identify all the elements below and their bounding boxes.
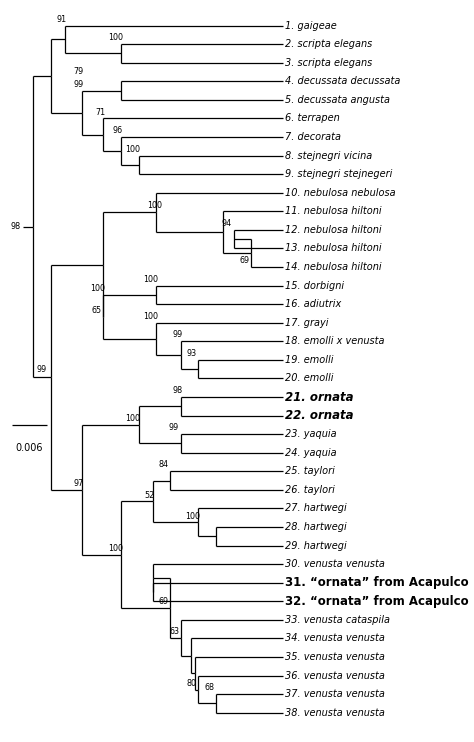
Text: 99: 99 [37, 366, 47, 375]
Text: 100: 100 [90, 284, 105, 293]
Text: 63: 63 [169, 627, 179, 636]
Text: 69: 69 [239, 256, 249, 265]
Text: 14. nebulosa hiltoni: 14. nebulosa hiltoni [285, 262, 382, 272]
Text: 5. decussata angusta: 5. decussata angusta [285, 95, 390, 105]
Text: 99: 99 [169, 423, 179, 433]
Text: 2. scripta elegans: 2. scripta elegans [285, 39, 372, 49]
Text: 80: 80 [187, 679, 197, 688]
Text: 100: 100 [108, 33, 123, 42]
Text: 29. hartwegi: 29. hartwegi [285, 541, 346, 551]
Text: 100: 100 [126, 414, 140, 423]
Text: 31. “ornata” from Acapulco: 31. “ornata” from Acapulco [285, 577, 468, 589]
Text: 100: 100 [143, 312, 158, 321]
Text: 16. adiutrix: 16. adiutrix [285, 299, 341, 309]
Text: 20. emolli: 20. emolli [285, 373, 333, 384]
Text: 99: 99 [173, 330, 182, 339]
Text: 68: 68 [204, 683, 214, 692]
Text: 84: 84 [159, 461, 169, 470]
Text: 10. nebulosa nebulosa: 10. nebulosa nebulosa [285, 188, 395, 197]
Text: 4. decussata decussata: 4. decussata decussata [285, 76, 400, 86]
Text: 26. taylori: 26. taylori [285, 485, 335, 495]
Text: 99: 99 [74, 79, 84, 89]
Text: 96: 96 [113, 126, 123, 135]
Text: 35. venusta venusta: 35. venusta venusta [285, 652, 384, 662]
Text: 94: 94 [222, 219, 232, 228]
Text: 71: 71 [95, 108, 105, 116]
Text: 27. hartwegi: 27. hartwegi [285, 503, 346, 513]
Text: 8. stejnegri vicina: 8. stejnegri vicina [285, 151, 372, 160]
Text: 15. dorbigni: 15. dorbigni [285, 280, 344, 291]
Text: 23. yaquia: 23. yaquia [285, 429, 337, 439]
Text: 17. grayi: 17. grayi [285, 318, 328, 328]
Text: 79: 79 [74, 67, 84, 76]
Text: 9. stejnegri stejnegeri: 9. stejnegri stejnegeri [285, 169, 392, 179]
Text: 24. yaquia: 24. yaquia [285, 447, 337, 458]
Text: 1. gaigeae: 1. gaigeae [285, 21, 337, 30]
Text: 18. emolli x venusta: 18. emolli x venusta [285, 336, 384, 347]
Text: 69: 69 [158, 597, 169, 606]
Text: 0.006: 0.006 [16, 444, 43, 453]
Text: 91: 91 [56, 15, 66, 24]
Text: 25. taylori: 25. taylori [285, 466, 335, 476]
Text: 98: 98 [10, 222, 21, 231]
Text: 3. scripta elegans: 3. scripta elegans [285, 58, 372, 68]
Text: 100: 100 [185, 511, 200, 521]
Text: 12. nebulosa hiltoni: 12. nebulosa hiltoni [285, 225, 382, 234]
Text: 19. emolli: 19. emolli [285, 355, 333, 365]
Text: 33. venusta cataspila: 33. venusta cataspila [285, 615, 390, 625]
Text: 28. hartwegi: 28. hartwegi [285, 522, 346, 532]
Text: 100: 100 [147, 200, 162, 210]
Text: 100: 100 [143, 275, 158, 283]
Text: 11. nebulosa hiltoni: 11. nebulosa hiltoni [285, 206, 382, 216]
Text: 32. “ornata” from Acapulco: 32. “ornata” from Acapulco [285, 595, 468, 608]
Text: 36. venusta venusta: 36. venusta venusta [285, 671, 384, 680]
Text: 100: 100 [126, 145, 140, 154]
Text: 98: 98 [173, 386, 182, 395]
Text: 21. ornata: 21. ornata [285, 390, 353, 404]
Text: 30. venusta venusta: 30. venusta venusta [285, 559, 384, 569]
Text: 7. decorata: 7. decorata [285, 132, 341, 142]
Text: 97: 97 [74, 479, 84, 488]
Text: 52: 52 [144, 490, 155, 499]
Text: 13. nebulosa hiltoni: 13. nebulosa hiltoni [285, 243, 382, 254]
Text: 6. terrapen: 6. terrapen [285, 114, 339, 123]
Text: 65: 65 [91, 306, 102, 315]
Text: 22. ornata: 22. ornata [285, 409, 353, 422]
Text: 93: 93 [187, 349, 197, 358]
Text: 37. venusta venusta: 37. venusta venusta [285, 689, 384, 699]
Text: 100: 100 [108, 544, 123, 553]
Text: 34. venusta venusta: 34. venusta venusta [285, 634, 384, 643]
Text: 38. venusta venusta: 38. venusta venusta [285, 708, 384, 718]
